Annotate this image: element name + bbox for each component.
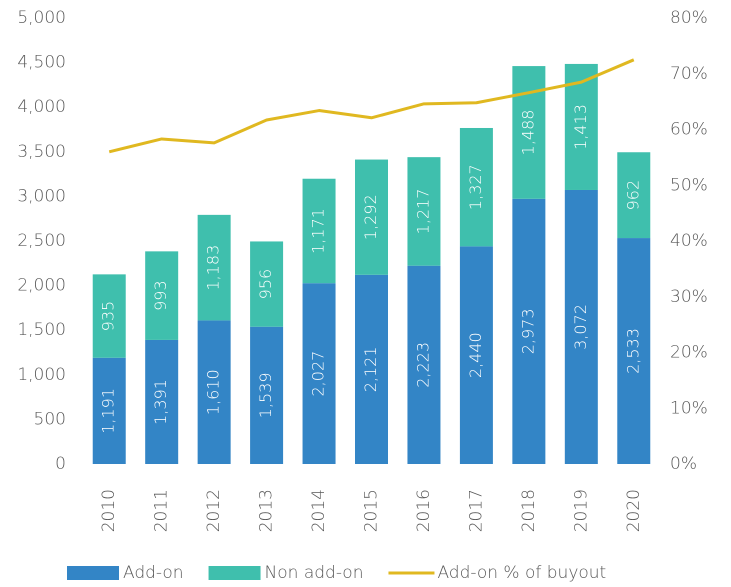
bar-segment — [92, 357, 126, 464]
x-tick-label: 2019 — [571, 489, 591, 532]
y2-tick-label: 10% — [670, 398, 708, 418]
line — [108, 58, 635, 154]
y-tick-label: 4,500 — [17, 53, 66, 73]
y-tick-label: 5,000 — [17, 8, 66, 28]
value-label: 2,027 — [309, 351, 328, 397]
y-tick-label: 0 — [55, 454, 66, 474]
value-label: 1,610 — [204, 369, 223, 415]
x-tick-label: 2020 — [624, 489, 644, 532]
y-tick-label: 3,500 — [17, 142, 66, 162]
value-label: 2,223 — [413, 342, 432, 388]
bar-segment — [92, 274, 126, 358]
bar-segment — [512, 198, 546, 464]
legend-label: Non add-on — [265, 563, 364, 583]
legend-swatch — [67, 566, 119, 580]
value-label: 1,217 — [413, 189, 432, 235]
y2-tick-label: 20% — [670, 343, 708, 363]
bar-segment — [617, 152, 651, 239]
y-tick-label: 2,500 — [17, 231, 66, 251]
y-tick-label: 1,500 — [17, 320, 66, 340]
value-label: 2,121 — [361, 346, 380, 392]
bar-segment — [250, 326, 284, 464]
value-label: 1,171 — [309, 208, 328, 254]
value-label: 2,440 — [466, 332, 485, 378]
bar-segment — [250, 241, 284, 327]
value-label: 1,191 — [99, 388, 118, 434]
bar-segment — [302, 178, 336, 284]
y2-tick-label: 80% — [670, 8, 708, 28]
x-tick-label: 2010 — [99, 489, 119, 532]
y2-tick-label: 30% — [670, 287, 708, 307]
bar-segment — [302, 283, 336, 464]
x-tick-label: 2013 — [257, 489, 277, 532]
y2-tick-label: 50% — [670, 175, 708, 195]
value-label: 993 — [151, 280, 170, 311]
bar-segment — [197, 320, 231, 464]
x-tick-label: 2015 — [362, 489, 382, 532]
y-tick-label: 4,000 — [17, 97, 66, 117]
bar-segment — [512, 66, 546, 199]
bar-segment — [564, 189, 598, 464]
y-tick-label: 3,000 — [17, 186, 66, 206]
legend-label: Add-on % of buyout — [437, 563, 606, 583]
value-label: 1,488 — [518, 110, 537, 156]
bar-segment — [355, 274, 388, 464]
bar-segment — [617, 238, 651, 464]
value-label: 1,539 — [256, 372, 275, 418]
x-tick-label: 2012 — [204, 489, 224, 532]
value-label: 1,292 — [361, 194, 380, 240]
y-tick-label: 500 — [34, 409, 66, 429]
x-tick-label: 2016 — [414, 489, 434, 532]
x-tick-label: 2018 — [519, 489, 539, 532]
y2-tick-label: 0% — [670, 454, 697, 474]
value-label: 935 — [99, 301, 118, 332]
legend-label: Add-on — [123, 563, 184, 583]
bar-segment — [459, 127, 493, 247]
value-label: 1,183 — [204, 245, 223, 291]
bar-segment — [197, 214, 231, 321]
value-label: 1,391 — [151, 379, 170, 425]
bar-segment — [145, 251, 179, 340]
value-label: 2,973 — [518, 308, 537, 354]
x-tick-label: 2014 — [309, 489, 329, 532]
y-tick-label: 1,000 — [17, 365, 66, 385]
y-tick-label: 2,000 — [17, 276, 66, 296]
value-label: 956 — [256, 269, 275, 300]
value-label: 1,327 — [466, 164, 485, 210]
legend-swatch — [208, 566, 261, 580]
value-label: 2,533 — [623, 328, 642, 374]
x-tick-label: 2017 — [466, 489, 486, 532]
bar-segment — [407, 265, 441, 464]
y2-tick-label: 60% — [670, 120, 708, 140]
value-label: 3,072 — [571, 304, 590, 350]
value-label: 962 — [623, 180, 642, 211]
x-tick-label: 2011 — [152, 489, 172, 532]
y2-tick-label: 70% — [670, 64, 708, 84]
bar-segment — [355, 159, 388, 275]
bar-segment — [407, 157, 441, 266]
y2-tick-label: 40% — [670, 231, 708, 251]
bar-segment — [459, 246, 493, 464]
value-label: 1,413 — [571, 104, 590, 150]
bar-segment — [145, 339, 179, 464]
